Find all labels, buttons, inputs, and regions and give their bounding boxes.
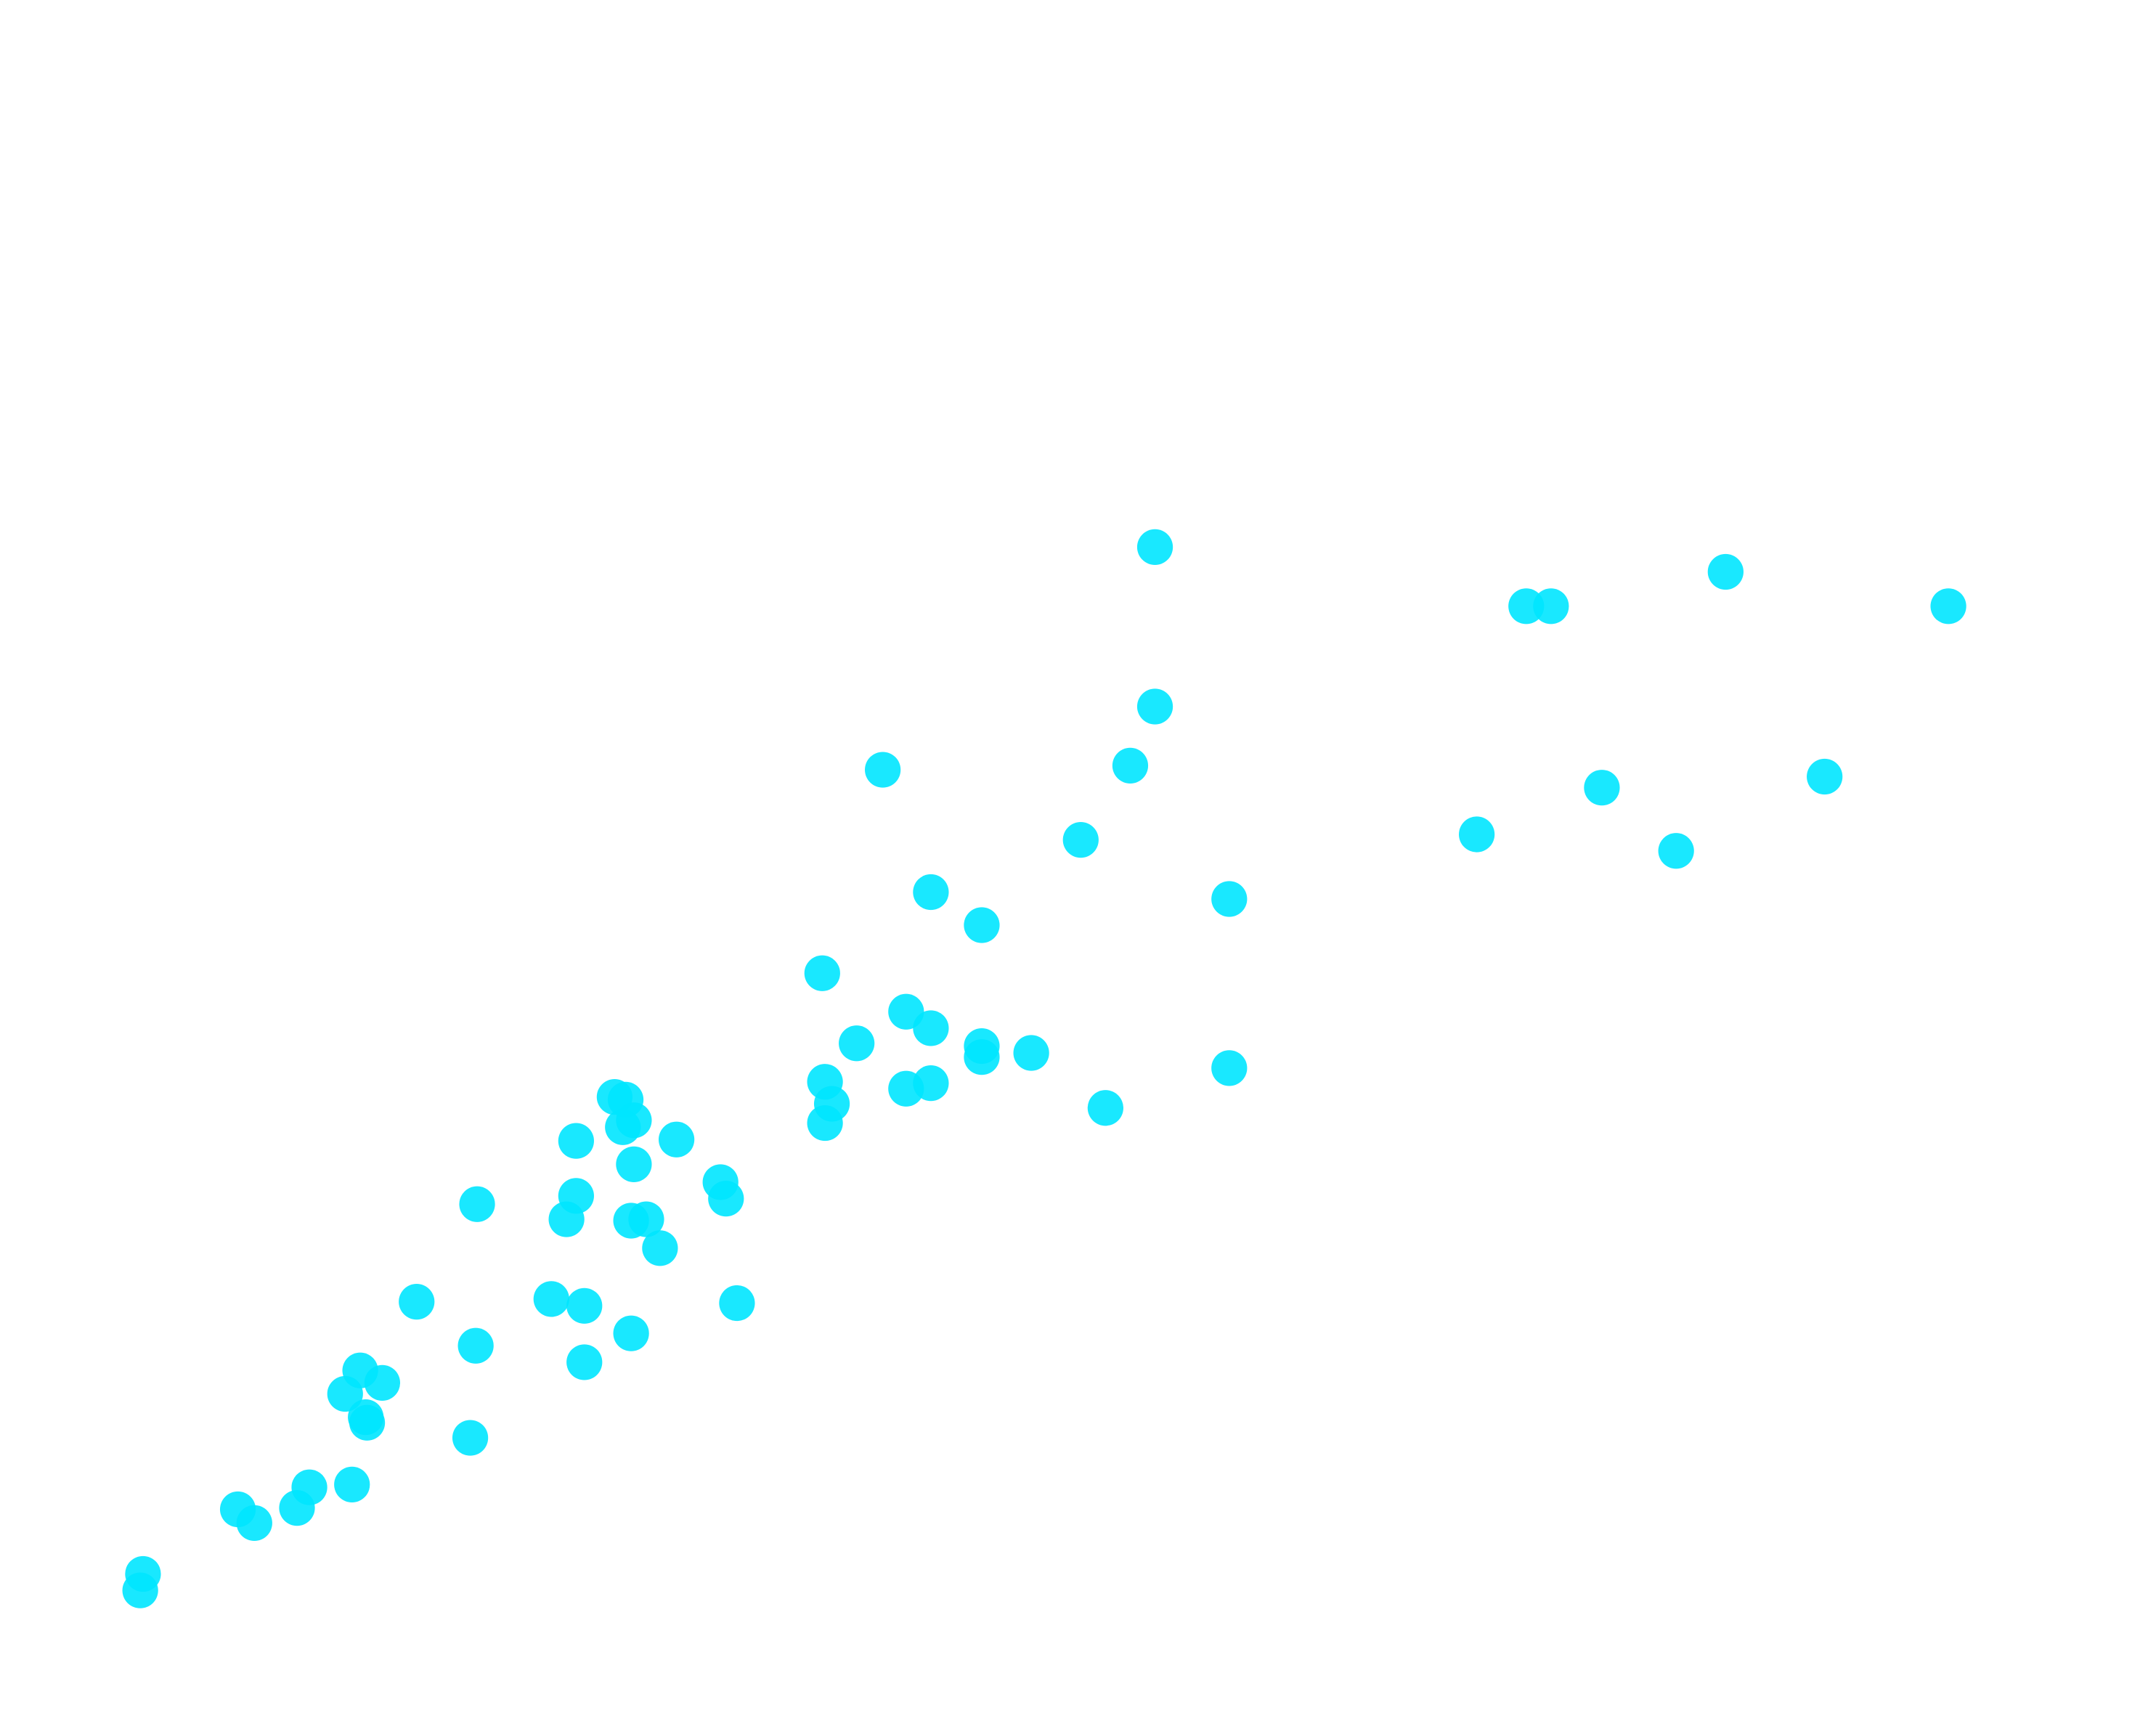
data-point bbox=[1458, 816, 1495, 853]
data-point bbox=[236, 1505, 272, 1542]
data-point bbox=[1707, 553, 1744, 590]
data-point bbox=[1807, 758, 1843, 795]
data-point bbox=[1136, 529, 1173, 566]
data-point bbox=[566, 1287, 603, 1324]
data-point bbox=[839, 1025, 875, 1062]
data-point bbox=[399, 1284, 435, 1320]
data-point bbox=[1211, 881, 1248, 917]
scatter-points bbox=[122, 529, 1966, 1608]
data-point bbox=[558, 1123, 594, 1159]
data-point bbox=[807, 1104, 843, 1142]
data-point bbox=[1584, 770, 1620, 806]
data-point bbox=[1211, 1050, 1248, 1086]
data-point bbox=[1112, 747, 1149, 784]
data-point bbox=[1533, 588, 1569, 624]
data-point bbox=[1062, 821, 1099, 858]
data-point bbox=[1136, 688, 1173, 725]
data-point bbox=[1930, 588, 1966, 624]
data-point bbox=[913, 1010, 949, 1046]
data-point bbox=[349, 1404, 386, 1441]
data-point bbox=[457, 1327, 494, 1364]
data-point bbox=[605, 1109, 641, 1145]
data-point bbox=[613, 1315, 649, 1351]
data-point bbox=[616, 1146, 652, 1182]
data-point bbox=[913, 1065, 949, 1102]
data-point bbox=[804, 955, 840, 991]
data-point bbox=[533, 1281, 569, 1317]
data-point bbox=[459, 1186, 495, 1222]
data-point bbox=[708, 1181, 744, 1217]
data-point bbox=[719, 1285, 755, 1322]
data-point bbox=[1013, 1035, 1049, 1071]
data-point bbox=[964, 907, 1000, 943]
data-point bbox=[628, 1201, 664, 1237]
data-point bbox=[452, 1420, 489, 1456]
data-point bbox=[642, 1230, 678, 1266]
data-point bbox=[913, 874, 949, 911]
data-point bbox=[1087, 1090, 1123, 1126]
data-point bbox=[1658, 833, 1694, 869]
data-point bbox=[566, 1344, 603, 1380]
data-point bbox=[548, 1201, 585, 1237]
data-point bbox=[364, 1364, 401, 1401]
data-point bbox=[865, 752, 901, 788]
data-point bbox=[327, 1375, 363, 1412]
data-point bbox=[122, 1572, 158, 1608]
data-point bbox=[658, 1121, 695, 1157]
data-point bbox=[279, 1489, 315, 1526]
data-point bbox=[1508, 588, 1545, 624]
data-point bbox=[334, 1466, 370, 1503]
data-point bbox=[964, 1039, 1000, 1075]
